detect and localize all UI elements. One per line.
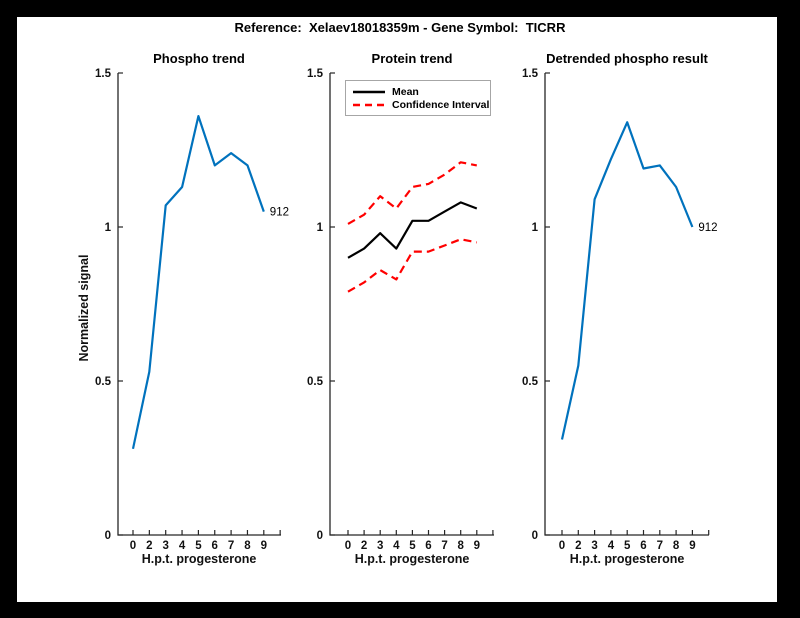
y-axis-label: Normalized signal [77,254,91,362]
x-tick-label: 6 [425,540,431,552]
legend-label-mean: Mean [392,85,419,98]
x-tick-label: 7 [228,540,234,552]
figure-title: Reference: Xelaev18018359m - Gene Symbol… [234,20,566,35]
subplot-3-xlabel: H.p.t. progesterone [569,552,685,566]
x-tick-label: 8 [244,540,251,552]
y-tick-label: 1 [532,222,539,234]
x-tick-label: 3 [377,540,383,552]
series-end-label: 912 [270,207,289,219]
x-tick-label: 6 [640,540,646,552]
x-tick-label: 9 [474,540,480,552]
x-tick-label: 5 [409,540,416,552]
legend-label-confidence-interval: Confidence Interval [392,98,490,111]
y-tick-label: 1 [317,222,324,234]
y-tick-label: 0.5 [522,376,539,388]
axes-lines [329,73,494,536]
y-tick-label: 1.5 [307,68,324,80]
x-tick-label: 2 [575,540,581,552]
legend-entry-mean: Mean [353,85,484,98]
mean-line-sample [353,90,385,93]
y-tick-label: 0 [317,530,323,542]
y-tick-label: 0.5 [307,376,324,388]
legend-box: Mean Confidence Interval [345,80,491,116]
x-tick-label: 8 [673,540,680,552]
y-tick-label: 1 [105,222,112,234]
x-tick-label: 0 [559,540,565,552]
series-confidence-lower [347,238,478,293]
subplot-1-title: Phospho trend [153,51,245,66]
subplot-3-title: Detrended phospho result [546,51,708,66]
x-tick-label: 9 [261,540,267,552]
legend-entry-confidence-interval: Confidence Interval [353,98,489,111]
series-detrended-phospho [560,121,694,440]
y-tick-label: 0.5 [95,376,112,388]
subplot-1-xlabel: H.p.t. progesterone [141,552,257,566]
x-tick-label: 2 [146,540,152,552]
series-phospho-signal [131,114,265,450]
x-tick-label: 5 [195,540,202,552]
x-tick-label: 9 [689,540,695,552]
y-tick-label: 1.5 [522,68,539,80]
x-tick-label: 3 [162,540,168,552]
y-tick-label: 0 [105,530,111,542]
series-end-label: 912 [698,222,717,234]
confidence-interval-line-sample [353,103,385,106]
x-tick-label: 7 [657,540,663,552]
y-tick-label: 0 [532,530,538,542]
x-tick-label: 8 [457,540,464,552]
axes-lines [117,73,281,536]
y-tick-label: 1.5 [95,68,112,80]
x-tick-label: 4 [179,540,186,552]
x-tick-label: 4 [393,540,400,552]
subplot-2: 0 2 3 4 5 6 7 8 900.511.5 [307,68,494,552]
x-tick-label: 6 [212,540,218,552]
subplot-2-xlabel: H.p.t. progesterone [354,552,470,566]
series-protein-mean [347,201,478,259]
x-tick-label: 2 [361,540,367,552]
subplot-2-title: Protein trend [371,51,453,66]
x-tick-label: 4 [608,540,615,552]
x-tick-label: 0 [345,540,351,552]
x-tick-label: 3 [591,540,597,552]
x-tick-label: 0 [130,540,136,552]
x-tick-label: 5 [624,540,631,552]
axes-lines [544,73,709,536]
x-tick-label: 7 [441,540,447,552]
series-confidence-upper [347,161,478,225]
